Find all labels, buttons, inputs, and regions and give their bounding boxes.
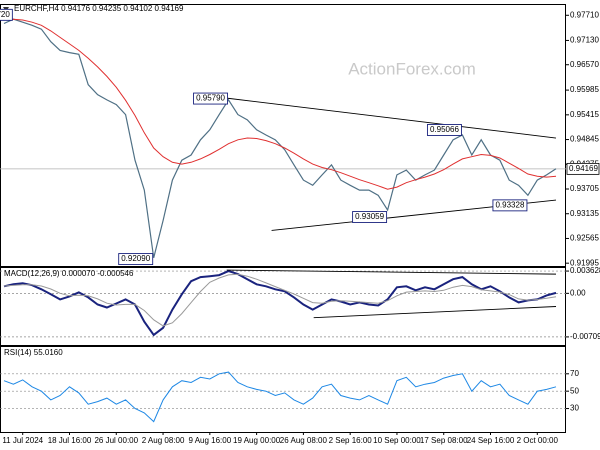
price-annotation-label: 0.93328 (495, 200, 524, 209)
panel-border (0, 4, 566, 267)
y-tick-label: 0.96570 (570, 60, 599, 69)
y-tick-label: 70 (570, 369, 579, 378)
y-tick-label: 0.91995 (570, 258, 599, 267)
last-price-label: 0.94169 (569, 164, 598, 173)
x-tick-label: 9 Aug 16:00 (188, 436, 231, 445)
x-tick-label: 11 Jul 2024 (2, 436, 43, 445)
trendline (226, 97, 557, 139)
price-annotation-label: 0.92090 (121, 254, 150, 263)
y-tick-label: 0.97130 (570, 36, 599, 45)
price-annotation-label: 0.95790 (196, 94, 225, 103)
y-tick-label: -0.007093 (570, 332, 600, 341)
y-tick-label: 0.92565 (570, 234, 599, 243)
panel-border (0, 346, 566, 433)
panel-title: RSI(14) 55.0160 (4, 348, 63, 357)
last-price-box (566, 162, 600, 175)
x-tick-label: 17 Sep 08:00 (420, 436, 468, 445)
y-tick-label: 0.003628 (570, 266, 600, 275)
price-annotation-box (193, 92, 228, 105)
x-tick-label: 10 Sep 00:00 (373, 436, 421, 445)
y-tick-label: 0.93705 (570, 184, 599, 193)
trendline (313, 306, 557, 319)
series-line (3, 273, 557, 327)
series-line (3, 371, 557, 423)
x-tick-label: 26 Jul 00:00 (94, 436, 138, 445)
y-tick-label: 30 (570, 404, 579, 413)
price-annotation-box (352, 211, 388, 223)
price-annotation-box (426, 124, 462, 136)
series-line (3, 18, 557, 258)
price-annotation-box (492, 199, 528, 212)
price-annotation-label: 0.95066 (430, 125, 459, 134)
y-tick-label: 0.95415 (570, 110, 599, 119)
x-tick-label: 2 Sep 16:00 (329, 436, 373, 445)
panel-title: MACD(12,26,9) 0.000070 -0.000546 (4, 269, 134, 278)
panel-title: EURCHF,H4 0.94176 0.94235 0.94102 0.9416… (14, 4, 184, 13)
y-tick-label: 0.97710 (570, 10, 599, 19)
price-annotation-box (0, 8, 13, 21)
y-tick-label: 0.93135 (570, 209, 599, 218)
x-tick-label: 18 Jul 16:00 (48, 436, 92, 445)
series-line (3, 18, 557, 190)
x-tick-label: 2 Oct 00:00 (517, 436, 559, 445)
x-tick-label: 19 Aug 00:00 (233, 436, 281, 445)
series-line (3, 270, 557, 337)
y-tick-label: 50 (570, 386, 579, 395)
watermark: ActionForex.com (348, 59, 476, 78)
x-tick-label: 2 Aug 08:00 (142, 436, 185, 445)
x-tick-label: 26 Aug 08:00 (280, 436, 328, 445)
x-tick-label: 24 Sep 16:00 (467, 436, 515, 445)
y-tick-label: 0.95985 (570, 85, 599, 94)
price-annotation-box (118, 253, 154, 266)
price-annotation-label: 0.97720 (0, 10, 10, 19)
price-annotation-label: 0.93059 (355, 212, 384, 221)
trendline (226, 269, 557, 275)
panel-border (0, 267, 566, 346)
y-tick-label: 0.00 (570, 288, 586, 297)
y-tick-label: 0.94845 (570, 135, 599, 144)
